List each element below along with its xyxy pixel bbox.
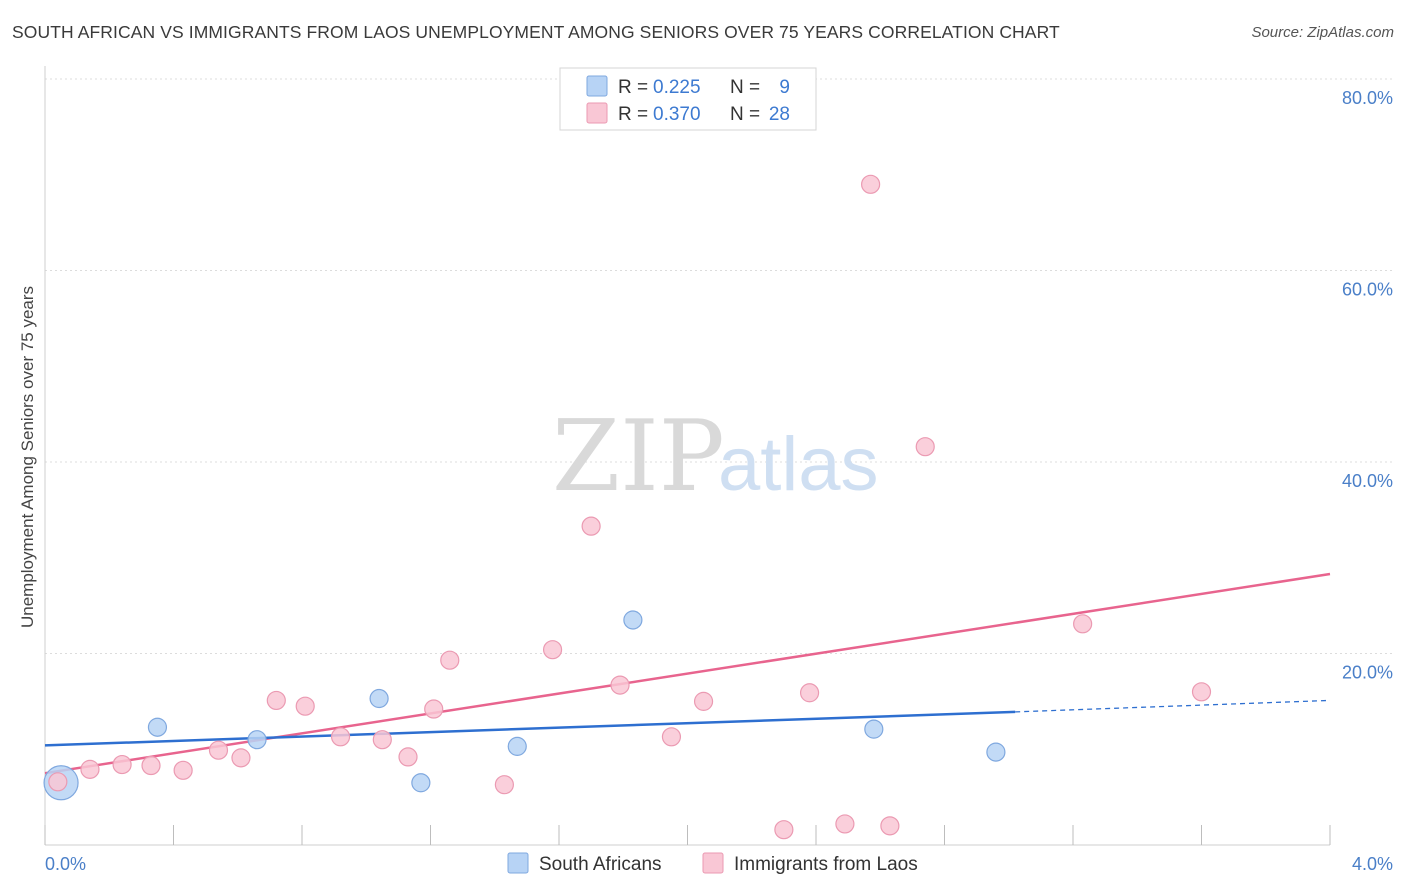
trend-line-south-africans (44, 710, 1016, 747)
point-south-africans (369, 688, 389, 709)
chart-title: SOUTH AFRICAN VS IMMIGRANTS FROM LAOS UN… (12, 22, 1060, 42)
point-immigrants-laos (774, 820, 794, 840)
legend-n-label: N = (730, 77, 760, 98)
bottom-legend-label-south-africans: South Africans (539, 854, 662, 875)
x-tick-label: 0.0% (45, 854, 86, 874)
legend-r-label: R = (618, 104, 648, 125)
point-immigrants-laos (542, 640, 563, 660)
point-immigrants-laos (835, 814, 855, 834)
bottom-legend-swatch-south-africans (507, 852, 529, 874)
point-immigrants-laos (661, 727, 682, 747)
legend-swatch-south-africans (586, 75, 608, 97)
legend-r-label: R = (618, 77, 648, 98)
point-immigrants-laos (581, 516, 601, 536)
point-immigrants-laos (610, 675, 630, 695)
y-tick-label: 60.0% (1342, 280, 1393, 300)
point-south-africans (623, 610, 643, 630)
point-immigrants-laos (1073, 614, 1093, 634)
point-immigrants-laos (861, 174, 881, 194)
point-immigrants-laos (372, 730, 392, 750)
point-south-africans (507, 736, 527, 756)
legend-r-value: 0.370 (653, 104, 701, 125)
point-immigrants-laos (48, 772, 68, 792)
legend-n-value: 28 (769, 104, 790, 125)
trend-line-immigrants-laos (44, 572, 1331, 775)
point-immigrants-laos (173, 760, 193, 780)
point-south-africans (147, 717, 168, 737)
point-immigrants-laos (112, 754, 132, 775)
y-tick-label: 40.0% (1342, 471, 1393, 491)
x-tick-labels: 0.0% 4.0% (45, 854, 1393, 874)
y-tick-label: 80.0% (1342, 88, 1393, 108)
point-immigrants-laos (231, 748, 251, 768)
point-south-africans (247, 730, 267, 750)
point-south-africans (986, 742, 1006, 762)
point-immigrants-laos (266, 690, 286, 711)
bottom-legend-swatch-immigrants-laos (702, 852, 724, 874)
grid-lines (45, 78, 1392, 654)
watermark-atlas: atlas (718, 422, 879, 507)
point-immigrants-laos (141, 755, 161, 776)
point-immigrants-laos (330, 727, 351, 747)
bottom-legend: South Africans Immigrants from Laos (507, 852, 918, 875)
trend-line-south-africans-extension (1015, 699, 1331, 713)
point-immigrants-laos (80, 759, 100, 779)
legend-n-value: 9 (779, 77, 790, 98)
point-south-africans (411, 773, 431, 793)
point-immigrants-laos (880, 816, 900, 836)
point-south-africans (864, 719, 884, 739)
axes (44, 66, 1331, 846)
point-immigrants-laos (295, 696, 315, 716)
point-immigrants-laos (424, 699, 444, 719)
legend: R = 0.225 N = 9 R = 0.370 N = 28 (559, 67, 817, 131)
point-immigrants-laos (440, 650, 460, 670)
point-immigrants-laos (208, 740, 229, 760)
point-immigrants-laos (799, 683, 820, 703)
x-tick-label: 4.0% (1352, 854, 1393, 874)
trend-lines (44, 572, 1331, 775)
legend-n-label: N = (730, 104, 760, 125)
bottom-legend-label-immigrants-laos: Immigrants from Laos (734, 854, 918, 875)
point-immigrants-laos (915, 437, 935, 457)
data-points (43, 174, 1212, 840)
y-tick-labels: 80.0% 60.0% 40.0% 20.0% (1342, 88, 1393, 683)
point-immigrants-laos (398, 747, 418, 767)
point-immigrants-laos (1191, 682, 1212, 702)
source-attribution: Source: ZipAtlas.com (1251, 24, 1394, 41)
y-axis-label: Unemployment Among Seniors over 75 years (18, 286, 37, 628)
y-tick-label: 20.0% (1342, 663, 1393, 683)
point-immigrants-laos (693, 691, 714, 711)
watermark-zip: ZIP (552, 400, 725, 514)
legend-swatch-immigrants-laos (586, 102, 608, 124)
legend-r-value: 0.225 (653, 77, 701, 98)
point-immigrants-laos (494, 775, 514, 795)
